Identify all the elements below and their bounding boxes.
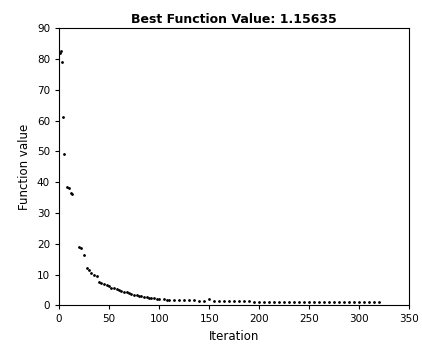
Y-axis label: Function value: Function value — [19, 124, 31, 210]
X-axis label: Iteration: Iteration — [209, 330, 260, 343]
Title: Best Function Value: 1.15635: Best Function Value: 1.15635 — [131, 13, 337, 26]
